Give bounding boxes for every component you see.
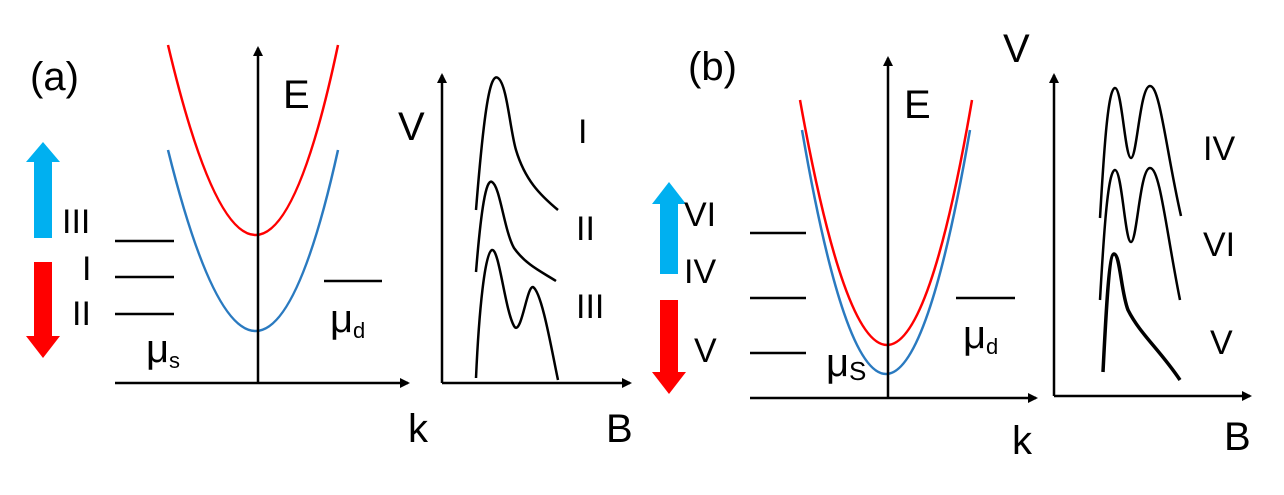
mu-d-label: μd <box>963 313 998 359</box>
trace-label-v: V <box>1210 324 1233 362</box>
upper-band-curve <box>166 44 340 237</box>
up-arrow-icon <box>26 142 60 238</box>
mu-d-label: μd <box>330 297 365 343</box>
trace-label-vi: VI <box>1203 226 1235 264</box>
down-arrow-icon <box>26 262 60 358</box>
trace-vi <box>1098 166 1182 301</box>
mu-s-label: μs <box>146 327 180 373</box>
voltage-axis-label: V <box>1003 27 1030 71</box>
level-label-ii: II <box>72 295 91 333</box>
field-axis-label: B <box>1224 415 1251 459</box>
level-label-iii: III <box>62 203 90 241</box>
panel-a: (a) III I II μs μd E k <box>26 44 633 451</box>
panel-b: (b) VI IV V μS μd E k <box>652 27 1252 463</box>
lower-band-curve <box>800 129 972 375</box>
energy-axis-label: E <box>283 73 310 117</box>
level-label-i: I <box>82 250 91 288</box>
mu-s-label: μS <box>826 341 866 386</box>
energy-axis-label: E <box>904 83 931 127</box>
level-label-v: V <box>694 332 717 370</box>
down-arrow-icon <box>652 300 686 394</box>
trace-label-iv: IV <box>1203 130 1235 168</box>
up-arrow-icon <box>652 182 686 274</box>
level-label-vi: VI <box>684 196 716 234</box>
trace-v <box>1101 252 1182 381</box>
trace-iv <box>1098 84 1183 219</box>
trace-iii <box>474 248 560 381</box>
voltage-axis-label: V <box>398 105 425 149</box>
lower-band-curve <box>166 149 340 333</box>
trace-label-ii: II <box>576 210 595 248</box>
trace-i <box>474 76 559 211</box>
trace-ii <box>474 180 557 283</box>
trace-label-i: I <box>578 113 587 151</box>
momentum-axis-label: k <box>1012 419 1033 463</box>
momentum-axis-label: k <box>408 407 429 451</box>
level-label-iv: IV <box>684 253 716 291</box>
panel-a-label: (a) <box>30 55 79 99</box>
trace-label-iii: III <box>576 288 604 326</box>
panel-b-label: (b) <box>688 45 737 89</box>
upper-band-curve <box>798 99 974 346</box>
field-axis-label: B <box>606 407 633 451</box>
